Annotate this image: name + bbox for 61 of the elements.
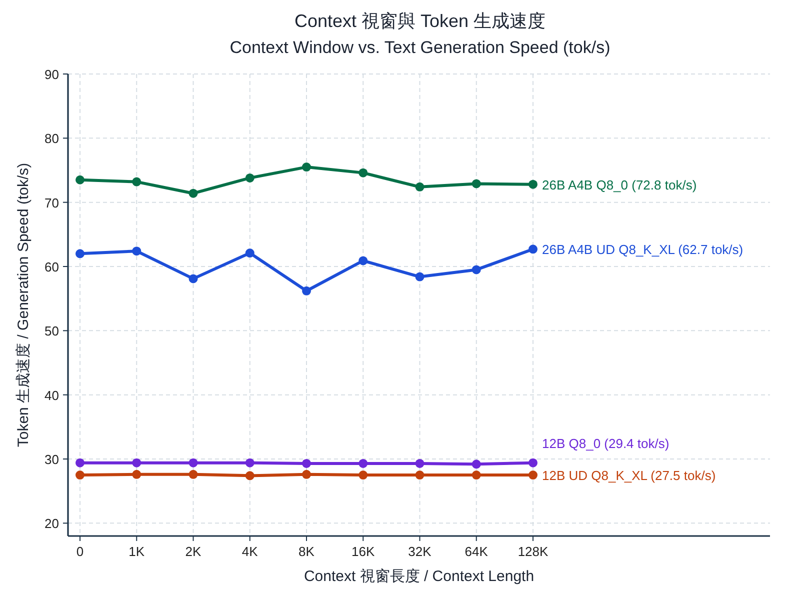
y-axis-title: Token 生成速度 / Generation Speed (tok/s)	[15, 162, 32, 448]
point	[132, 470, 142, 479]
chart-subtitle: Context Window vs. Text Generation Speed (tok/s)	[230, 38, 610, 57]
point	[472, 179, 481, 188]
point	[302, 458, 311, 468]
point	[415, 470, 424, 480]
point	[415, 272, 424, 282]
x-tick-label: 8K	[298, 544, 315, 559]
x-tick-label: 2K	[185, 544, 202, 559]
point	[358, 470, 368, 480]
point	[188, 274, 198, 284]
x-axis-title: Context 視窗長度 / Context Length	[304, 568, 534, 585]
point	[245, 458, 254, 468]
point	[415, 458, 424, 468]
y-tick-label: 40	[44, 388, 59, 403]
point	[76, 175, 84, 184]
series-label: 26B A4B UD Q8_K_XL (62.7 tok/s)	[542, 242, 744, 258]
point	[76, 458, 84, 468]
point	[472, 470, 481, 480]
point	[132, 458, 142, 468]
x-tick-label: 4K	[242, 544, 258, 559]
x-tick-label: 0	[76, 544, 84, 559]
y-tick-label: 50	[44, 324, 59, 339]
y-tick-label: 90	[44, 67, 59, 82]
point	[245, 173, 254, 182]
point	[358, 168, 368, 178]
y-tick-label: 30	[44, 452, 59, 467]
point	[132, 246, 142, 256]
point	[472, 460, 481, 469]
series-label: 26B A4B Q8_0 (72.8 tok/s)	[542, 177, 697, 192]
point	[358, 256, 368, 266]
y-tick-label: 60	[44, 260, 59, 274]
point	[302, 162, 311, 172]
point	[302, 470, 311, 479]
x-tick-label: 64K	[464, 544, 488, 559]
point	[76, 470, 84, 480]
x-tick-label: 16K	[352, 544, 376, 559]
point	[188, 188, 198, 198]
series-label: 12B Q8_0 (29.4 tok/s)	[542, 436, 670, 452]
point	[528, 244, 538, 254]
y-tick-label: 80	[44, 131, 59, 146]
point	[132, 177, 142, 186]
x-tick-label: 1K	[128, 544, 145, 559]
x-tick-label: 128K	[518, 544, 548, 559]
chart-title: Context 視窗與 Token 生成速度	[294, 11, 546, 31]
y-tick-label: 70	[44, 195, 59, 210]
point	[358, 458, 368, 468]
series-label: 12B UD Q8_K_XL (27.5 tok/s)	[542, 468, 716, 484]
point	[528, 458, 538, 468]
point	[528, 470, 538, 480]
point	[188, 470, 198, 479]
point	[76, 249, 84, 258]
y-tick-label: 20	[44, 516, 59, 532]
point	[245, 471, 254, 480]
point	[188, 458, 198, 468]
point	[415, 182, 424, 192]
x-tick-label: 32K	[408, 544, 432, 559]
point	[245, 248, 254, 258]
point	[528, 180, 538, 189]
point	[472, 265, 481, 274]
point	[302, 286, 311, 296]
